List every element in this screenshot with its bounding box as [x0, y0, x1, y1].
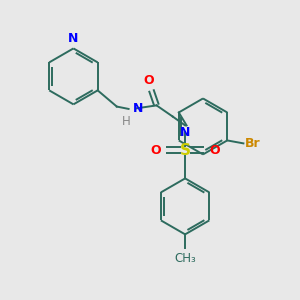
Text: H: H — [122, 116, 131, 128]
Text: S: S — [180, 143, 190, 158]
Text: N: N — [132, 102, 143, 115]
Text: O: O — [209, 144, 220, 157]
Text: O: O — [143, 74, 154, 86]
Text: N: N — [180, 126, 190, 139]
Text: Br: Br — [245, 137, 260, 150]
Text: N: N — [68, 32, 79, 45]
Text: CH₃: CH₃ — [174, 252, 196, 265]
Text: O: O — [150, 144, 161, 157]
